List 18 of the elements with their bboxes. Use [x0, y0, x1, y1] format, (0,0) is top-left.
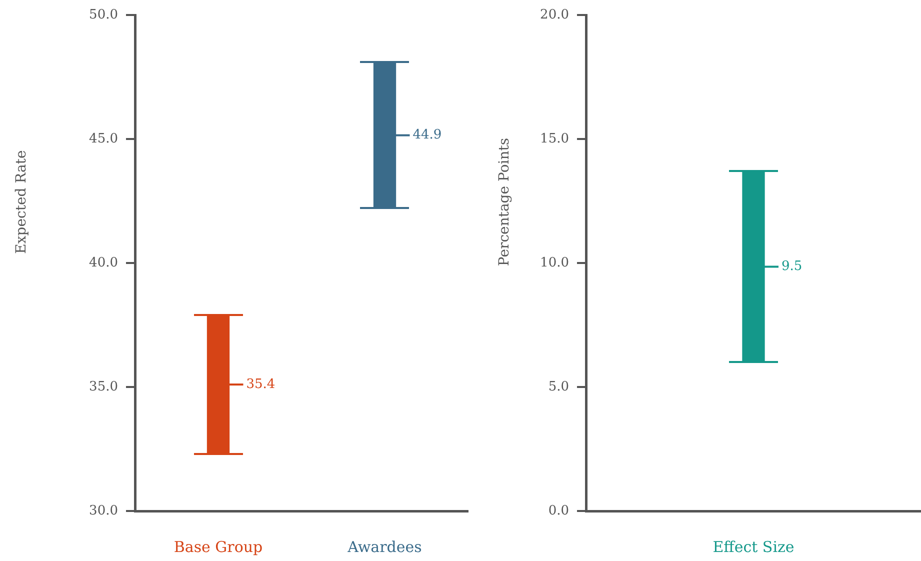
y-tick-label: 15.0: [540, 131, 569, 146]
y-tick-label: 45.0: [89, 131, 118, 146]
y-tick-label: 30.0: [89, 503, 118, 518]
x-tick-label: Effect Size: [712, 538, 794, 556]
annotation: 35.4: [246, 376, 276, 392]
y-tick-label: 35.0: [89, 379, 118, 394]
y-tick-label: 0.0: [548, 503, 569, 518]
y-axis-title: Expected Rate: [14, 150, 30, 254]
x-tick-label: Awardees: [346, 538, 422, 556]
annotation: 9.5: [782, 259, 802, 274]
y-tick-label: 10.0: [540, 255, 569, 270]
y-tick-label: 40.0: [89, 255, 118, 270]
annotation: 44.9: [412, 128, 442, 143]
y-axis-title: Percentage Points: [496, 138, 513, 266]
y-tick-label: 50.0: [89, 7, 118, 22]
x-tick-label: Base Group: [174, 538, 263, 556]
y-tick-label: 5.0: [548, 379, 569, 394]
y-tick-label: 20.0: [540, 7, 569, 22]
